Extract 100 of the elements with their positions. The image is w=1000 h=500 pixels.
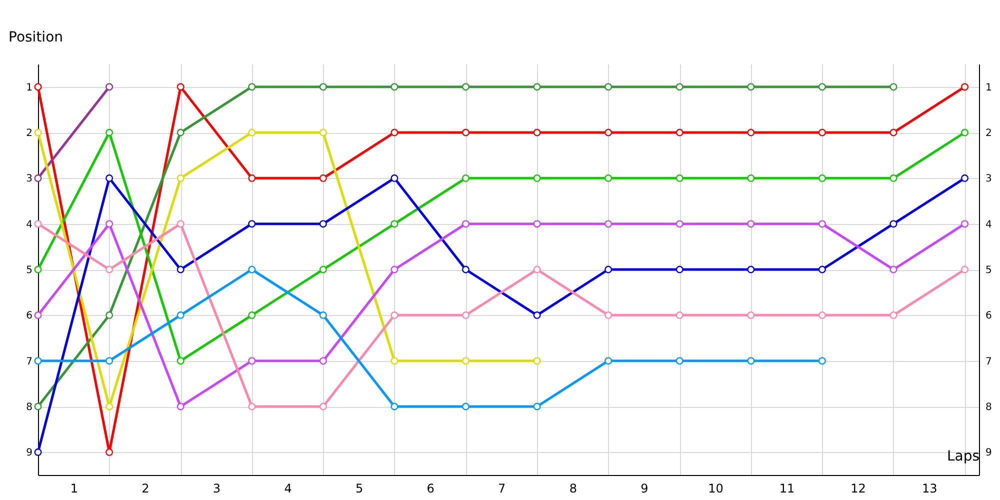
point bbox=[106, 266, 114, 274]
point bbox=[818, 311, 826, 319]
point bbox=[676, 83, 684, 91]
point bbox=[106, 174, 114, 182]
point bbox=[106, 357, 114, 365]
y-tick-label: 3 bbox=[26, 174, 32, 185]
x-tick-label: 4 bbox=[284, 482, 292, 496]
point bbox=[890, 311, 898, 319]
point bbox=[390, 174, 398, 182]
point bbox=[890, 266, 898, 274]
point bbox=[676, 128, 684, 136]
point bbox=[319, 311, 327, 319]
point bbox=[319, 402, 327, 410]
point bbox=[248, 266, 256, 274]
x-tick-label: 1 bbox=[70, 482, 78, 496]
point bbox=[604, 266, 612, 274]
x-tick-label: 12 bbox=[850, 482, 866, 496]
point bbox=[960, 128, 969, 136]
point bbox=[390, 311, 398, 319]
point bbox=[747, 128, 755, 136]
point bbox=[676, 311, 684, 319]
point bbox=[390, 83, 398, 91]
point bbox=[818, 220, 826, 228]
point bbox=[34, 311, 42, 319]
point bbox=[462, 311, 470, 319]
point bbox=[34, 128, 42, 136]
point bbox=[818, 128, 826, 136]
y2-tick-label: 8 bbox=[986, 402, 992, 413]
y2-tick-label: 4 bbox=[986, 219, 992, 230]
point bbox=[462, 174, 470, 182]
y2-tick-label: 6 bbox=[986, 310, 992, 322]
y-tick-label: 5 bbox=[26, 265, 32, 276]
point bbox=[106, 220, 114, 228]
x-tick-label: 6 bbox=[426, 482, 434, 496]
point bbox=[818, 266, 826, 274]
point bbox=[34, 83, 42, 91]
y2-tick-label: 1 bbox=[986, 82, 992, 94]
point bbox=[890, 128, 898, 136]
point bbox=[462, 128, 470, 136]
y-tick-label: 8 bbox=[26, 402, 32, 413]
point bbox=[462, 402, 470, 410]
point bbox=[106, 402, 114, 410]
x-tick-label: 7 bbox=[498, 482, 506, 496]
point bbox=[176, 402, 184, 410]
y2-tick-label: 9 bbox=[986, 448, 992, 459]
point bbox=[176, 266, 184, 274]
y-tick-label: 4 bbox=[26, 219, 32, 230]
point bbox=[676, 220, 684, 228]
point bbox=[676, 357, 684, 365]
point bbox=[176, 83, 184, 91]
point bbox=[34, 266, 42, 274]
point bbox=[747, 311, 755, 319]
point bbox=[34, 357, 42, 365]
point bbox=[890, 83, 898, 91]
point bbox=[533, 311, 541, 319]
point bbox=[533, 220, 541, 228]
point bbox=[960, 266, 969, 274]
point bbox=[462, 220, 470, 228]
x-tick-label: 13 bbox=[922, 482, 938, 496]
x-tick-label: 9 bbox=[640, 482, 648, 496]
y-tick-label: 7 bbox=[26, 356, 32, 368]
point bbox=[390, 266, 398, 274]
point bbox=[248, 128, 256, 136]
point bbox=[818, 174, 826, 182]
point bbox=[747, 174, 755, 182]
point bbox=[533, 402, 541, 410]
point bbox=[319, 266, 327, 274]
point bbox=[390, 402, 398, 410]
point bbox=[533, 357, 541, 365]
point bbox=[106, 128, 114, 136]
point bbox=[248, 174, 256, 182]
point bbox=[747, 266, 755, 274]
point bbox=[248, 83, 256, 91]
point bbox=[604, 174, 612, 182]
point bbox=[34, 174, 42, 182]
point bbox=[106, 448, 114, 456]
point bbox=[176, 220, 184, 228]
y-tick-label: 1 bbox=[26, 82, 32, 94]
y-tick-label: 6 bbox=[26, 310, 32, 322]
point bbox=[319, 357, 327, 365]
point bbox=[533, 266, 541, 274]
point bbox=[960, 220, 969, 228]
x-tick-label: 2 bbox=[142, 482, 150, 496]
point bbox=[248, 402, 256, 410]
y2-tick-label: 7 bbox=[986, 356, 992, 368]
point bbox=[604, 220, 612, 228]
point bbox=[248, 357, 256, 365]
point bbox=[462, 83, 470, 91]
point bbox=[533, 174, 541, 182]
point bbox=[747, 357, 755, 365]
point bbox=[34, 402, 42, 410]
point bbox=[604, 357, 612, 365]
point bbox=[890, 220, 898, 228]
point bbox=[176, 128, 184, 136]
point bbox=[604, 128, 612, 136]
y2-tick-label: 5 bbox=[986, 265, 992, 276]
point bbox=[960, 174, 969, 182]
x-tick-label: 5 bbox=[355, 482, 364, 496]
point bbox=[248, 220, 256, 228]
y-axis-title: Position bbox=[8, 30, 64, 46]
